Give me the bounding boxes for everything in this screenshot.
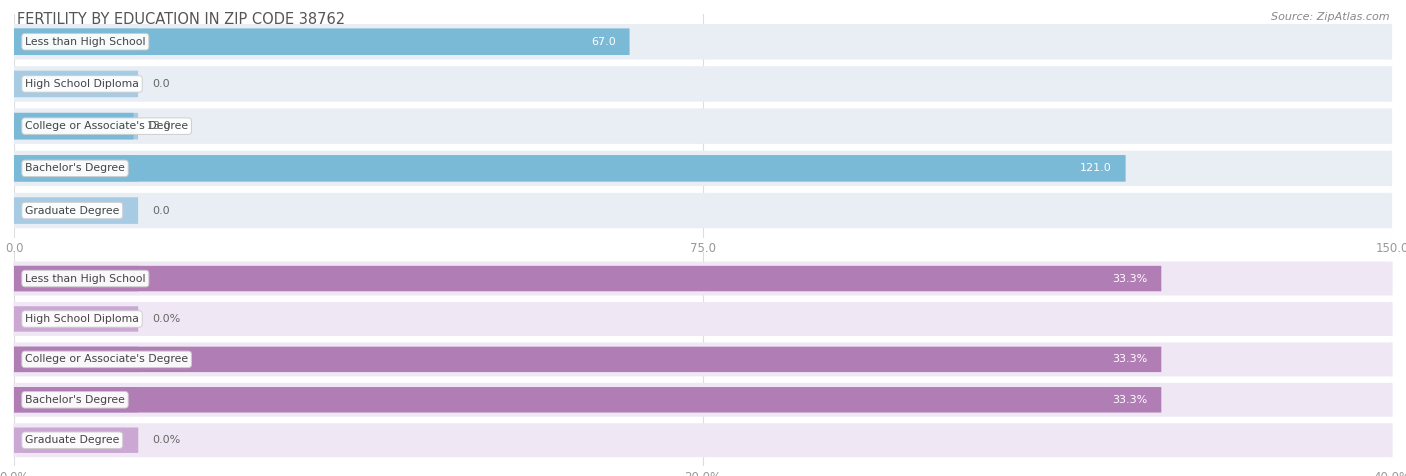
Text: Less than High School: Less than High School bbox=[25, 274, 146, 284]
FancyBboxPatch shape bbox=[14, 387, 138, 413]
FancyBboxPatch shape bbox=[14, 66, 1392, 102]
FancyBboxPatch shape bbox=[14, 155, 1126, 182]
Text: College or Associate's Degree: College or Associate's Degree bbox=[25, 121, 188, 131]
FancyBboxPatch shape bbox=[14, 113, 134, 139]
Text: 13.0: 13.0 bbox=[148, 121, 172, 131]
Text: High School Diploma: High School Diploma bbox=[25, 79, 139, 89]
Text: 33.3%: 33.3% bbox=[1112, 274, 1147, 284]
Text: Less than High School: Less than High School bbox=[25, 37, 146, 47]
FancyBboxPatch shape bbox=[14, 70, 138, 97]
Text: 67.0: 67.0 bbox=[591, 37, 616, 47]
FancyBboxPatch shape bbox=[14, 423, 1392, 457]
FancyBboxPatch shape bbox=[14, 262, 1392, 296]
FancyBboxPatch shape bbox=[14, 342, 1392, 377]
Text: 0.0%: 0.0% bbox=[152, 435, 180, 445]
Text: Source: ZipAtlas.com: Source: ZipAtlas.com bbox=[1271, 12, 1389, 22]
FancyBboxPatch shape bbox=[14, 155, 138, 182]
Text: FERTILITY BY EDUCATION IN ZIP CODE 38762: FERTILITY BY EDUCATION IN ZIP CODE 38762 bbox=[17, 12, 344, 27]
Text: 0.0%: 0.0% bbox=[152, 314, 180, 324]
Text: 0.0: 0.0 bbox=[152, 206, 170, 216]
FancyBboxPatch shape bbox=[14, 427, 138, 453]
FancyBboxPatch shape bbox=[14, 109, 1392, 144]
FancyBboxPatch shape bbox=[14, 387, 1161, 413]
FancyBboxPatch shape bbox=[14, 29, 138, 55]
FancyBboxPatch shape bbox=[14, 24, 1392, 60]
Text: Bachelor's Degree: Bachelor's Degree bbox=[25, 395, 125, 405]
Text: 0.0: 0.0 bbox=[152, 79, 170, 89]
Text: Graduate Degree: Graduate Degree bbox=[25, 206, 120, 216]
FancyBboxPatch shape bbox=[14, 383, 1392, 417]
Text: Bachelor's Degree: Bachelor's Degree bbox=[25, 163, 125, 173]
Text: 33.3%: 33.3% bbox=[1112, 395, 1147, 405]
Text: 33.3%: 33.3% bbox=[1112, 354, 1147, 365]
FancyBboxPatch shape bbox=[14, 193, 1392, 228]
FancyBboxPatch shape bbox=[14, 266, 1161, 291]
FancyBboxPatch shape bbox=[14, 197, 138, 224]
FancyBboxPatch shape bbox=[14, 29, 630, 55]
Text: Graduate Degree: Graduate Degree bbox=[25, 435, 120, 445]
FancyBboxPatch shape bbox=[14, 113, 138, 139]
FancyBboxPatch shape bbox=[14, 302, 1392, 336]
FancyBboxPatch shape bbox=[14, 306, 138, 332]
Text: College or Associate's Degree: College or Associate's Degree bbox=[25, 354, 188, 365]
FancyBboxPatch shape bbox=[14, 347, 1161, 372]
FancyBboxPatch shape bbox=[14, 266, 138, 291]
FancyBboxPatch shape bbox=[14, 347, 138, 372]
Text: High School Diploma: High School Diploma bbox=[25, 314, 139, 324]
Text: 121.0: 121.0 bbox=[1080, 163, 1112, 173]
FancyBboxPatch shape bbox=[14, 150, 1392, 186]
